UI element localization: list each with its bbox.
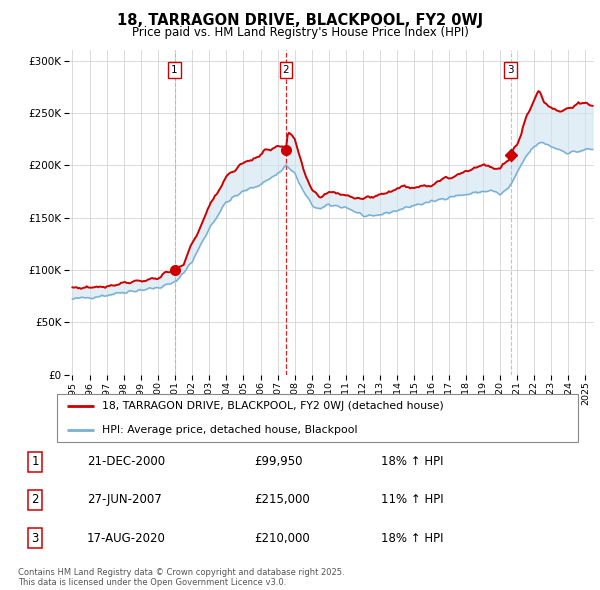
Text: 18% ↑ HPI: 18% ↑ HPI: [380, 455, 443, 468]
Text: 18, TARRAGON DRIVE, BLACKPOOL, FY2 0WJ: 18, TARRAGON DRIVE, BLACKPOOL, FY2 0WJ: [117, 13, 483, 28]
Text: 3: 3: [508, 65, 514, 75]
Text: Price paid vs. HM Land Registry's House Price Index (HPI): Price paid vs. HM Land Registry's House …: [131, 26, 469, 39]
Text: 1: 1: [31, 455, 39, 468]
Text: £210,000: £210,000: [254, 532, 310, 545]
Text: £99,950: £99,950: [254, 455, 302, 468]
Text: 2: 2: [283, 65, 289, 75]
Text: 11% ↑ HPI: 11% ↑ HPI: [380, 493, 443, 506]
Text: £215,000: £215,000: [254, 493, 310, 506]
Text: 18% ↑ HPI: 18% ↑ HPI: [380, 532, 443, 545]
Text: 27-JUN-2007: 27-JUN-2007: [87, 493, 161, 506]
Text: 3: 3: [31, 532, 39, 545]
Text: 2: 2: [31, 493, 39, 506]
Text: 21-DEC-2000: 21-DEC-2000: [87, 455, 165, 468]
Text: 17-AUG-2020: 17-AUG-2020: [87, 532, 166, 545]
Text: 1: 1: [171, 65, 178, 75]
Text: 18, TARRAGON DRIVE, BLACKPOOL, FY2 0WJ (detached house): 18, TARRAGON DRIVE, BLACKPOOL, FY2 0WJ (…: [101, 401, 443, 411]
FancyBboxPatch shape: [56, 394, 578, 441]
Text: HPI: Average price, detached house, Blackpool: HPI: Average price, detached house, Blac…: [101, 425, 357, 435]
Text: Contains HM Land Registry data © Crown copyright and database right 2025.
This d: Contains HM Land Registry data © Crown c…: [18, 568, 344, 587]
